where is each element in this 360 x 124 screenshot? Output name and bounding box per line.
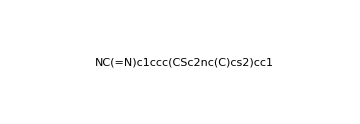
Text: NC(=N)c1ccc(CSc2nc(C)cs2)cc1: NC(=N)c1ccc(CSc2nc(C)cs2)cc1	[95, 58, 274, 68]
